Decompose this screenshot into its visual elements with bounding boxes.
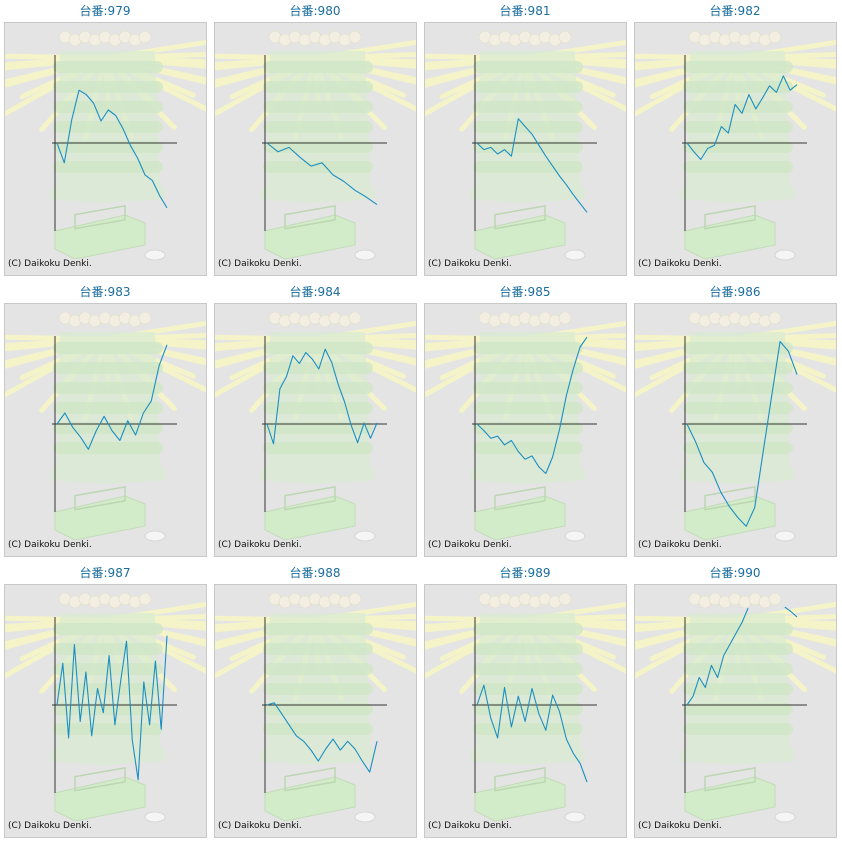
- chart-svg: [635, 30, 836, 261]
- chart-frame: (C) Daikoku Denki.: [4, 22, 207, 276]
- backdrop-illustration: [425, 30, 626, 261]
- chart-title[interactable]: 台番:986: [709, 285, 761, 299]
- chart-title[interactable]: 台番:979: [79, 4, 131, 18]
- chart-title[interactable]: 台番:990: [709, 566, 761, 580]
- series-line: [56, 89, 168, 209]
- backdrop-illustration: [425, 311, 626, 542]
- copyright-label: (C) Daikoku Denki.: [8, 259, 92, 269]
- backdrop-illustration: [5, 311, 206, 542]
- chart-title[interactable]: 台番:982: [709, 4, 761, 18]
- chart-svg: [215, 592, 416, 823]
- chart-cell: 台番:982 (C) Daikoku Denki.: [630, 0, 840, 280]
- chart-cell: 台番:987 (C) Daikoku Denki.: [0, 562, 210, 842]
- chart-frame: (C) Daikoku Denki.: [4, 303, 207, 557]
- series-line: [686, 340, 798, 527]
- chart-cell: 台番:989 (C) Daikoku Denki.: [420, 562, 630, 842]
- chart-svg: [635, 311, 836, 542]
- chart-svg: [215, 311, 416, 542]
- chart-title[interactable]: 台番:981: [499, 4, 551, 18]
- series-line: [266, 348, 378, 445]
- copyright-label: (C) Daikoku Denki.: [218, 540, 302, 550]
- chart-title[interactable]: 台番:989: [499, 566, 551, 580]
- chart-svg: [425, 592, 626, 823]
- chart-cell: 台番:979 (C) Daikoku Denki.: [0, 0, 210, 280]
- chart-title[interactable]: 台番:988: [289, 566, 341, 580]
- backdrop-illustration: [635, 30, 836, 261]
- chart-cell: 台番:981 (C) Daikoku Denki.: [420, 0, 630, 280]
- chart-title[interactable]: 台番:984: [289, 285, 341, 299]
- series-line: [56, 635, 168, 781]
- chart-title[interactable]: 台番:983: [79, 285, 131, 299]
- backdrop-illustration: [5, 30, 206, 261]
- copyright-label: (C) Daikoku Denki.: [218, 821, 302, 831]
- chart-cell: 台番:988 (C) Daikoku Denki.: [210, 562, 420, 842]
- chart-title[interactable]: 台番:980: [289, 4, 341, 18]
- copyright-label: (C) Daikoku Denki.: [638, 259, 722, 269]
- chart-cell: 台番:985 (C) Daikoku Denki.: [420, 281, 630, 561]
- chart-frame: (C) Daikoku Denki.: [4, 584, 207, 838]
- chart-title[interactable]: 台番:985: [499, 285, 551, 299]
- backdrop-illustration: [5, 592, 206, 823]
- copyright-label: (C) Daikoku Denki.: [638, 821, 722, 831]
- chart-svg: [425, 311, 626, 542]
- copyright-label: (C) Daikoku Denki.: [218, 259, 302, 269]
- chart-svg: [215, 30, 416, 261]
- copyright-label: (C) Daikoku Denki.: [428, 540, 512, 550]
- series-line: [266, 142, 378, 206]
- backdrop-illustration: [215, 311, 416, 542]
- chart-svg: [5, 30, 206, 261]
- copyright-label: (C) Daikoku Denki.: [8, 540, 92, 550]
- chart-cell: 台番:990 (C) Daikoku Denki.: [630, 562, 840, 842]
- backdrop-illustration: [215, 30, 416, 261]
- chart-frame: (C) Daikoku Denki.: [424, 22, 627, 276]
- series-line: [56, 344, 168, 450]
- chart-frame: (C) Daikoku Denki.: [214, 22, 417, 276]
- series-line: [476, 118, 588, 213]
- series-line: [476, 684, 588, 783]
- series-line: [266, 702, 378, 773]
- copyright-label: (C) Daikoku Denki.: [428, 259, 512, 269]
- series-line: [686, 75, 798, 161]
- copyright-label: (C) Daikoku Denki.: [638, 540, 722, 550]
- chart-cell: 台番:984 (C) Daikoku Denki.: [210, 281, 420, 561]
- chart-title[interactable]: 台番:987: [79, 566, 131, 580]
- chart-svg: [425, 30, 626, 261]
- chart-frame: (C) Daikoku Denki.: [634, 584, 837, 838]
- backdrop-illustration: [635, 592, 836, 823]
- copyright-label: (C) Daikoku Denki.: [8, 821, 92, 831]
- chart-svg: [5, 311, 206, 542]
- backdrop-illustration: [425, 592, 626, 823]
- backdrop-illustration: [635, 311, 836, 542]
- chart-frame: (C) Daikoku Denki.: [424, 303, 627, 557]
- backdrop-illustration: [215, 592, 416, 823]
- copyright-label: (C) Daikoku Denki.: [428, 821, 512, 831]
- chart-cell: 台番:986 (C) Daikoku Denki.: [630, 281, 840, 561]
- chart-svg: [635, 592, 836, 823]
- chart-cell: 台番:983 (C) Daikoku Denki.: [0, 281, 210, 561]
- chart-frame: (C) Daikoku Denki.: [424, 584, 627, 838]
- chart-svg: [5, 592, 206, 823]
- chart-frame: (C) Daikoku Denki.: [634, 303, 837, 557]
- chart-frame: (C) Daikoku Denki.: [634, 22, 837, 276]
- series-line: [476, 336, 588, 475]
- chart-frame: (C) Daikoku Denki.: [214, 303, 417, 557]
- chart-frame: (C) Daikoku Denki.: [214, 584, 417, 838]
- series-line: [686, 606, 798, 706]
- chart-cell: 台番:980 (C) Daikoku Denki.: [210, 0, 420, 280]
